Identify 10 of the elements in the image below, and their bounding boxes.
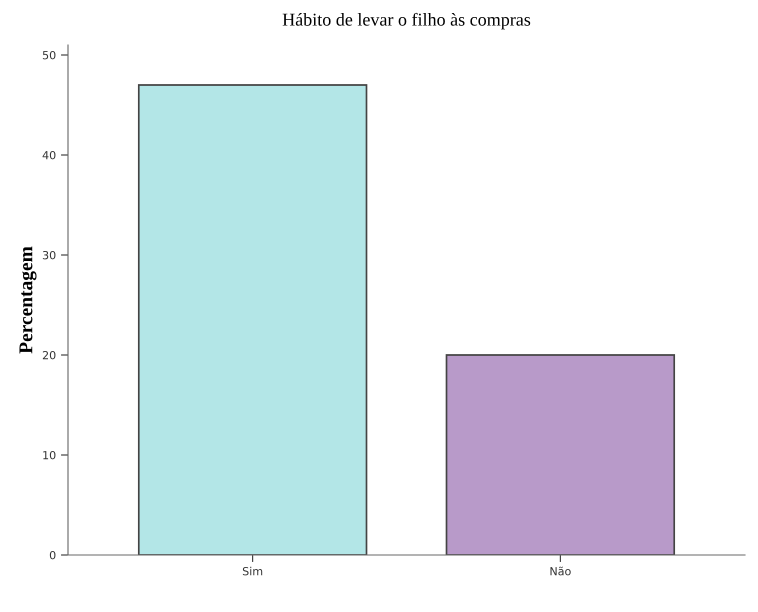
- y-tick-label: 20: [42, 350, 56, 360]
- x-tick-label: Sim: [242, 566, 262, 576]
- y-tick-label: 50: [42, 50, 56, 60]
- y-tick-label: 40: [42, 150, 56, 160]
- chart-title: Hábito de levar o filho às compras: [282, 12, 530, 30]
- x-tick-label: Não: [550, 566, 571, 576]
- y-axis-title: Percentagem: [19, 246, 36, 354]
- y-tick-label: 0: [50, 550, 56, 560]
- y-tick-label: 30: [42, 250, 56, 260]
- y-tick-label: 10: [43, 450, 56, 460]
